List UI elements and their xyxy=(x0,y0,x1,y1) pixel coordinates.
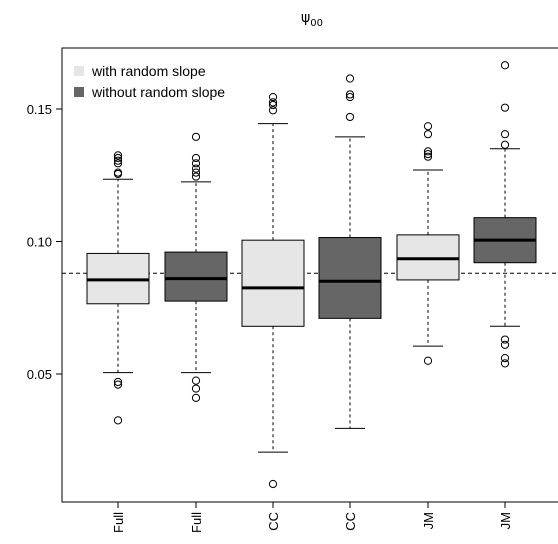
legend-swatch xyxy=(74,87,84,97)
outlier-point xyxy=(500,335,510,344)
x-tick-label: JM xyxy=(421,512,436,529)
outlier-point xyxy=(500,61,510,70)
x-tick-label: CC xyxy=(266,512,281,531)
outlier-point xyxy=(268,92,278,102)
legend-label: with random slope xyxy=(91,63,206,79)
legend: with random slope without random slope xyxy=(74,63,225,100)
box-1 xyxy=(86,151,150,425)
plot-frame xyxy=(61,47,558,503)
y-tick-label: 0.15 xyxy=(27,102,52,117)
iqr-box xyxy=(318,237,382,319)
outlier-point xyxy=(423,149,433,159)
outlier-point xyxy=(423,147,433,156)
box-6 xyxy=(473,61,537,368)
outlier-point xyxy=(268,100,278,110)
outlier-point xyxy=(500,140,510,149)
outlier-point xyxy=(268,479,278,489)
outlier-point xyxy=(500,354,510,363)
legend-label: without random slope xyxy=(91,84,225,100)
outlier-point xyxy=(191,393,201,402)
outlier-point xyxy=(191,153,201,163)
outlier-point xyxy=(500,130,510,139)
y-tick-label: 0.05 xyxy=(27,367,52,382)
outlier-point xyxy=(191,132,201,141)
box-4 xyxy=(318,74,382,429)
outlier-point xyxy=(345,112,355,122)
box-3 xyxy=(241,92,305,489)
outlier-point xyxy=(113,416,123,425)
x-tick-label: CC xyxy=(343,512,358,531)
chart-title: ψ00 xyxy=(301,10,323,29)
axes: 0.05 0.10 0.15 Full Full CC CC JM JM xyxy=(27,102,558,533)
outlier-point xyxy=(113,153,123,163)
outlier-point xyxy=(500,359,510,368)
outlier-point xyxy=(113,156,123,165)
iqr-box xyxy=(164,251,228,302)
legend-swatch xyxy=(74,66,84,76)
outlier-point xyxy=(113,380,123,389)
outlier-point xyxy=(191,159,201,168)
chart-title-main: ψ xyxy=(301,10,310,26)
y-tick-label: 0.10 xyxy=(27,235,52,250)
boxes xyxy=(86,61,537,489)
outlier-point xyxy=(191,164,201,173)
outlier-point xyxy=(191,384,201,393)
outlier-point xyxy=(113,151,123,160)
outlier-point xyxy=(113,168,123,177)
outlier-point xyxy=(268,98,278,107)
x-tick-label: JM xyxy=(498,512,513,529)
chart-title-subscript: 00 xyxy=(310,18,323,29)
box-5 xyxy=(396,122,460,365)
x-tick-label: Full xyxy=(189,512,204,533)
outlier-point xyxy=(191,168,201,177)
outlier-point xyxy=(345,90,355,99)
x-tick-label: Full xyxy=(111,512,126,533)
outlier-point xyxy=(268,106,278,115)
outlier-point xyxy=(423,122,433,131)
outlier-point xyxy=(500,340,510,349)
outlier-point xyxy=(191,172,201,181)
outlier-point xyxy=(113,159,123,168)
outlier-point xyxy=(113,377,123,387)
outlier-point xyxy=(423,356,433,365)
outlier-point xyxy=(500,103,510,112)
outlier-point xyxy=(191,376,201,385)
iqr-box xyxy=(241,239,305,327)
outlier-point xyxy=(423,152,433,161)
outlier-point xyxy=(423,130,433,139)
outlier-point xyxy=(345,74,355,83)
outlier-point xyxy=(345,92,355,102)
box-2 xyxy=(164,132,228,402)
